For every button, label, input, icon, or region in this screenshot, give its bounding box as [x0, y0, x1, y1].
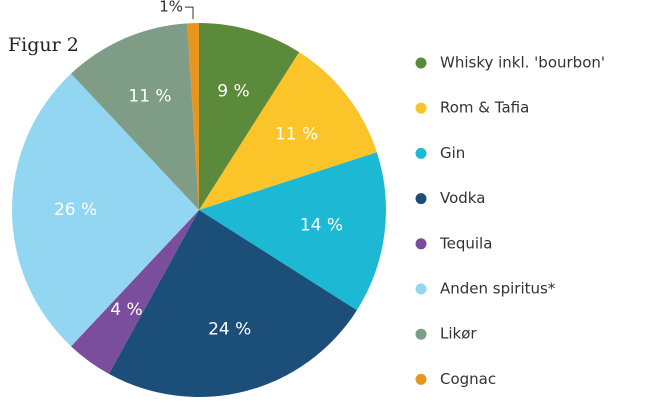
- legend-label: Rom & Tafia: [440, 99, 529, 117]
- data-label: 26 %: [54, 200, 97, 220]
- chart-title: Figur 2: [8, 34, 79, 56]
- legend-swatch: [415, 193, 427, 205]
- legend-label: Cognac: [440, 370, 496, 388]
- pie-slice: [11, 73, 199, 347]
- legend-swatch: [415, 102, 427, 114]
- legend-swatch: [415, 373, 427, 385]
- legend-label: Tequila: [439, 234, 492, 252]
- legend-label: Anden spiritus*: [440, 280, 556, 298]
- pie-slice: [199, 152, 386, 311]
- legend-swatch: [415, 283, 427, 295]
- legend-label: Vodka: [440, 189, 485, 207]
- legend-label: Gin: [440, 144, 465, 162]
- legend-swatch: [415, 238, 427, 250]
- pie-slice: [199, 52, 377, 210]
- data-label: 1%: [159, 0, 183, 16]
- legend-label: Whisky inkl. 'bourbon': [440, 54, 605, 72]
- pie-slice: [70, 210, 200, 374]
- legend-swatch: [415, 328, 427, 340]
- legend-swatch: [415, 147, 427, 159]
- legend-label: Likør: [440, 325, 477, 343]
- pie-slice: [187, 23, 199, 210]
- data-label: 9 %: [217, 81, 249, 101]
- pie-slice: [199, 23, 300, 210]
- data-label: 14 %: [300, 215, 343, 235]
- data-label: 11 %: [275, 124, 318, 144]
- data-label: 24 %: [208, 320, 251, 340]
- legend-swatch: [415, 57, 427, 69]
- data-label: 4 %: [110, 300, 142, 320]
- data-label: 11 %: [128, 87, 171, 107]
- pie-slice: [108, 210, 357, 397]
- leader-line: [185, 6, 194, 20]
- pie-slice: [70, 23, 200, 210]
